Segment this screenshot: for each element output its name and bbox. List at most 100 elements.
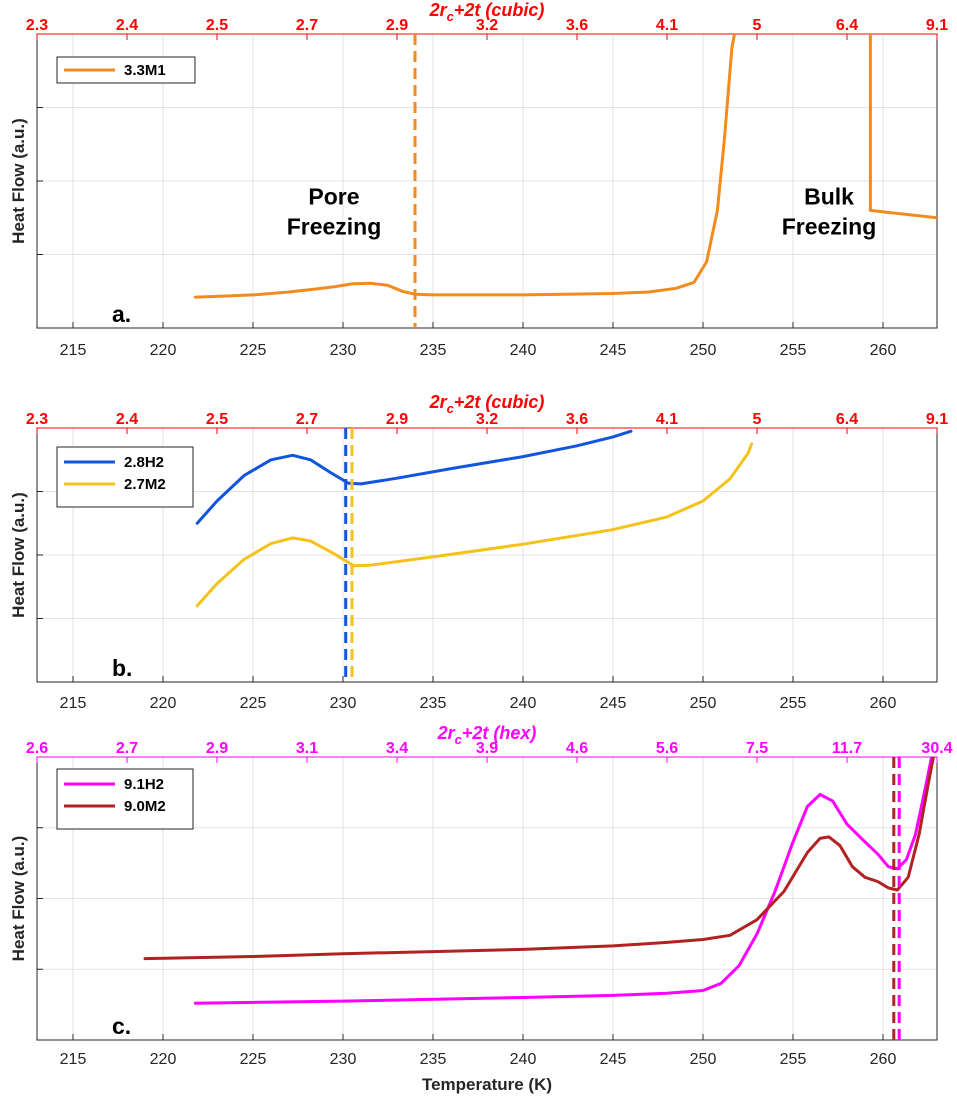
x-tick-label: 255 — [780, 342, 807, 359]
series-line-9.0M2 — [143, 757, 935, 961]
x-tick-label: 250 — [690, 695, 717, 712]
y-axis-label: Heat Flow (a.u.) — [9, 492, 28, 618]
legend-label: 9.1H2 — [124, 776, 164, 793]
legend-label: 2.7M2 — [124, 476, 166, 493]
x-tick-label: 255 — [780, 1051, 807, 1068]
top-axis-title: 2rc+2t (cubic) — [429, 0, 545, 24]
top-tick-label: 3.6 — [566, 411, 588, 428]
x-axis-label: Temperature (K) — [422, 1075, 552, 1094]
top-tick-label: 2.5 — [206, 411, 228, 428]
x-tick-label: 245 — [600, 695, 627, 712]
top-tick-label: 4.1 — [656, 411, 678, 428]
x-tick-label: 230 — [330, 1051, 357, 1068]
top-tick-label: 2.9 — [386, 411, 408, 428]
x-tick-label: 235 — [420, 342, 447, 359]
top-axis-title-sub: c — [455, 732, 463, 747]
top-tick-label: 2.3 — [26, 411, 48, 428]
x-tick-label: 215 — [60, 1051, 87, 1068]
x-tick-label: 230 — [330, 342, 357, 359]
x-tick-label: 225 — [240, 1051, 267, 1068]
x-tick-label: 250 — [690, 1051, 717, 1068]
x-tick-label: 240 — [510, 1051, 537, 1068]
top-axis-title: 2rc+2t (cubic) — [429, 392, 545, 416]
x-tick-label: 240 — [510, 695, 537, 712]
x-tick-label: 260 — [870, 342, 897, 359]
top-tick-label: 2.3 — [26, 17, 48, 34]
x-tick-label: 215 — [60, 695, 87, 712]
series-line-3.3M1 — [193, 34, 736, 299]
panel-label: b. — [112, 655, 132, 681]
top-axis-title-sub: c — [447, 401, 455, 416]
annotation-text: Pore Freezing — [287, 183, 382, 239]
x-tick-label: 215 — [60, 342, 87, 359]
annotation-text: Bulk Freezing — [782, 183, 877, 239]
x-tick-label: 245 — [600, 342, 627, 359]
x-tick-label: 235 — [420, 1051, 447, 1068]
x-tick-label: 225 — [240, 695, 267, 712]
legend-box — [56, 768, 194, 830]
panel-label: a. — [112, 301, 131, 327]
x-tick-label: 220 — [150, 695, 177, 712]
series-line-3.3M1 — [868, 34, 937, 220]
plot-area — [143, 757, 935, 1040]
top-axis-title-part: +2t (cubic) — [454, 392, 545, 412]
top-tick-label: 2.9 — [206, 740, 228, 757]
x-tick-label: 220 — [150, 1051, 177, 1068]
legend-label: 2.8H2 — [124, 454, 164, 471]
top-axis-title-part: +2t (hex) — [462, 723, 537, 743]
top-tick-label: 9.1 — [926, 411, 948, 428]
y-axis-label: Heat Flow (a.u.) — [9, 118, 28, 244]
x-tick-label: 250 — [690, 342, 717, 359]
top-tick-label: 4.1 — [656, 17, 678, 34]
top-axis-title: 2rc+2t (hex) — [437, 723, 537, 747]
panel-2: 215 220 225 230 235 240 245 250 255 260 2.3 2.4 2.5 2… — [9, 392, 948, 712]
annotation-line: Freezing — [287, 213, 382, 239]
top-tick-label: 3.4 — [386, 740, 408, 757]
top-tick-label: 3.2 — [476, 17, 498, 34]
top-tick-label: 4.6 — [566, 740, 588, 757]
top-tick-label: 2.4 — [116, 17, 138, 34]
series-line-2.8H2 — [195, 429, 633, 525]
panel-label: c. — [112, 1013, 131, 1039]
top-tick-label: 30.4 — [921, 740, 952, 757]
top-tick-label: 2.9 — [386, 17, 408, 34]
legend-label: 9.0M2 — [124, 798, 166, 815]
plot-area — [193, 34, 937, 328]
top-tick-label: 3.1 — [296, 740, 318, 757]
top-tick-label: 2.6 — [26, 740, 48, 757]
plot-area — [195, 428, 754, 682]
panel-1: 215 220 225 230 235 240 245 250 255 260 2.3 2.4 2.5 2… — [9, 0, 948, 359]
x-tick-label: 260 — [870, 1051, 897, 1068]
top-axis-title-part: +2t (cubic) — [454, 0, 545, 20]
top-tick-label: 6.4 — [836, 17, 858, 34]
annotation-line: Freezing — [782, 213, 877, 239]
top-tick-label: 11.7 — [832, 740, 862, 757]
top-tick-label: 6.4 — [836, 411, 858, 428]
top-tick-label: 2.7 — [296, 17, 318, 34]
x-tick-label: 230 — [330, 695, 357, 712]
annotation-line: Pore — [308, 183, 359, 209]
x-tick-label: 240 — [510, 342, 537, 359]
x-tick-label: 235 — [420, 695, 447, 712]
top-tick-label: 2.7 — [116, 740, 138, 757]
top-tick-label: 2.5 — [206, 17, 228, 34]
x-tick-label: 260 — [870, 695, 897, 712]
legend-box — [56, 446, 194, 508]
top-tick-label: 2.4 — [116, 411, 138, 428]
top-tick-label: 7.5 — [746, 740, 768, 757]
top-tick-label: 5 — [753, 411, 762, 428]
legend-label: 3.3M1 — [124, 62, 166, 79]
top-tick-label: 9.1 — [926, 17, 948, 34]
top-axis-title-part: 2r — [437, 723, 456, 743]
top-axis-title-part: 2r — [429, 0, 448, 20]
top-tick-label: 5 — [753, 17, 762, 34]
top-tick-label: 3.9 — [476, 740, 498, 757]
y-axis-label: Heat Flow (a.u.) — [9, 836, 28, 962]
x-tick-label: 225 — [240, 342, 267, 359]
x-tick-label: 220 — [150, 342, 177, 359]
top-tick-label: 3.2 — [476, 411, 498, 428]
x-tick-label: 255 — [780, 695, 807, 712]
series-line-9.1H2 — [193, 757, 934, 1005]
top-axis-title-part: 2r — [429, 392, 448, 412]
